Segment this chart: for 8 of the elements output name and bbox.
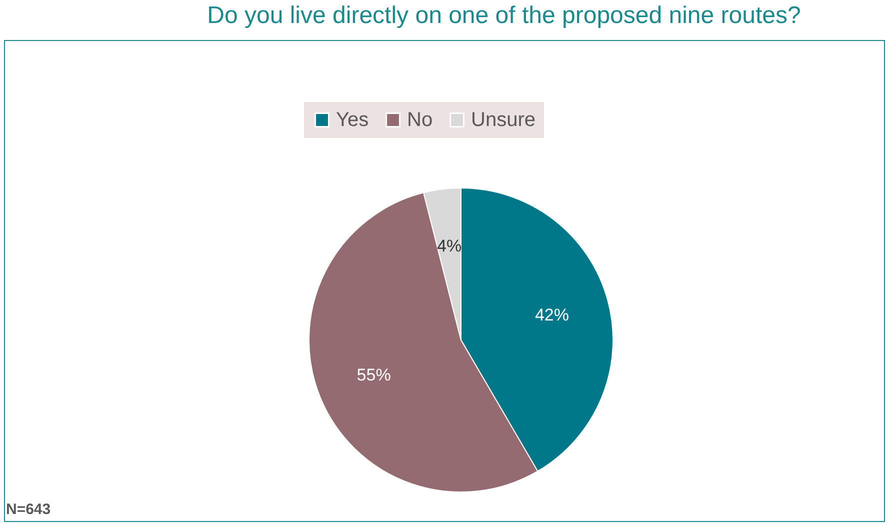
legend-label: No xyxy=(407,109,433,131)
legend-label: Unsure xyxy=(471,109,536,131)
data-label: 55% xyxy=(356,366,391,385)
legend-label: Yes xyxy=(336,109,369,131)
text: N=643 xyxy=(6,501,51,518)
chart-title: Do you live directly on one of the proposed nine routes? xyxy=(207,2,801,29)
data-label: 4% xyxy=(437,236,462,256)
data-label: 42% xyxy=(534,305,569,324)
